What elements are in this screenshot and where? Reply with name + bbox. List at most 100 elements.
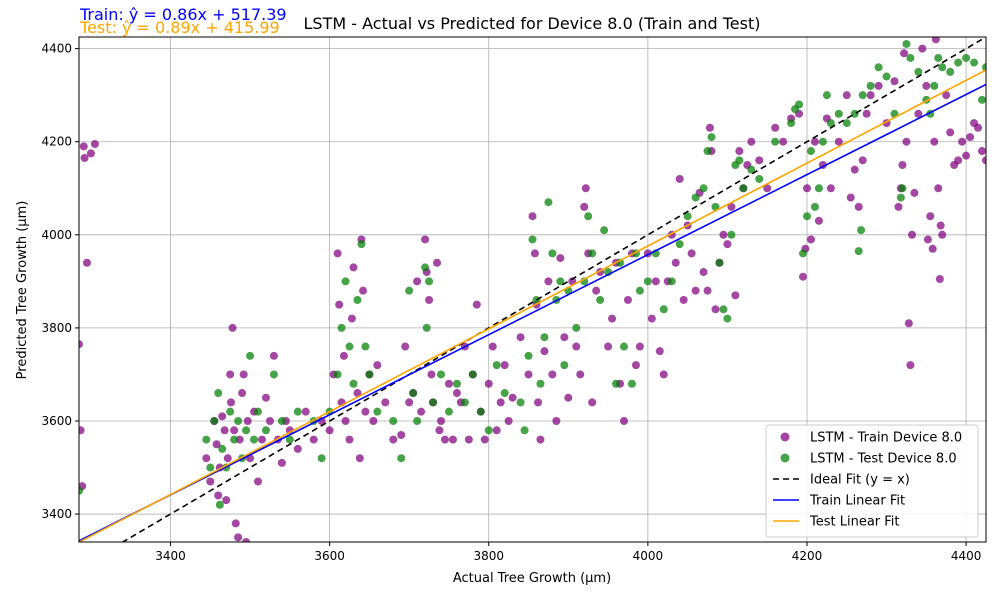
test-point	[962, 53, 971, 62]
train-point	[691, 286, 700, 295]
train-fit-line	[79, 83, 986, 542]
train-point	[926, 212, 935, 221]
train-point	[675, 174, 684, 183]
train-point	[427, 370, 436, 379]
train-point	[576, 370, 585, 379]
test-point	[806, 147, 815, 156]
train-point	[277, 458, 286, 467]
train-point	[934, 184, 943, 193]
x-axis-label: Actual Tree Growth (µm)	[453, 571, 611, 586]
y-tick-label: 3800	[41, 321, 72, 335]
train-point	[982, 156, 986, 165]
train-point	[908, 230, 917, 239]
train-point	[910, 188, 919, 197]
train-point	[659, 370, 668, 379]
train-point	[731, 291, 740, 300]
train-equation: Train: ŷ = 0.86x + 517.39	[79, 5, 287, 24]
train-point	[842, 91, 851, 100]
test-point	[269, 370, 278, 379]
test-point	[215, 500, 224, 509]
test-point	[857, 226, 866, 235]
test-point	[612, 379, 621, 388]
train-point	[226, 370, 235, 379]
train-point	[806, 235, 815, 244]
train-point	[335, 300, 344, 309]
x-tick-label: 3800	[473, 549, 504, 563]
train-point	[705, 123, 714, 132]
test-point	[397, 454, 406, 463]
test-point	[691, 193, 700, 202]
test-point	[699, 184, 708, 193]
test-point	[556, 277, 565, 286]
train-point	[257, 435, 266, 444]
train-point	[524, 370, 533, 379]
train-point	[82, 258, 91, 267]
test-point	[540, 333, 549, 342]
legend-entry: Train Linear Fit	[809, 494, 905, 509]
ideal-fit-line	[121, 37, 986, 542]
train-point	[369, 416, 378, 425]
test-point	[500, 389, 509, 398]
test-point	[802, 212, 811, 221]
train-point	[572, 342, 581, 351]
test-point	[715, 258, 724, 267]
train-point	[747, 137, 756, 146]
test-point	[854, 247, 863, 256]
test-point	[707, 133, 716, 142]
test-point	[588, 249, 597, 258]
train-point	[472, 300, 481, 309]
train-point	[433, 258, 442, 267]
x-tick-label: 4000	[633, 549, 664, 563]
train-point	[452, 389, 461, 398]
train-point	[779, 137, 788, 146]
test-point	[970, 58, 979, 67]
test-point	[349, 379, 358, 388]
test-fit-line	[79, 69, 986, 542]
train-point	[560, 333, 569, 342]
train-point	[355, 454, 364, 463]
fit-lines	[79, 37, 986, 542]
test-point	[747, 165, 756, 174]
test-point	[735, 156, 744, 165]
legend-marker	[780, 432, 790, 442]
train-point	[938, 230, 947, 239]
test-point	[246, 351, 255, 360]
train-point	[958, 137, 967, 146]
train-point	[325, 426, 334, 435]
test-point	[795, 100, 804, 109]
train-point	[900, 49, 909, 58]
train-point	[755, 156, 764, 165]
test-point	[727, 230, 736, 239]
train-point	[353, 389, 362, 398]
train-point	[942, 91, 951, 100]
train-point	[647, 314, 656, 323]
test-point	[285, 435, 294, 444]
train-point	[226, 398, 235, 407]
train-point	[802, 184, 811, 193]
test-point	[79, 486, 83, 495]
train-point	[966, 133, 975, 142]
test-point	[516, 398, 525, 407]
train-point	[679, 295, 688, 304]
train-point	[588, 398, 597, 407]
test-point	[250, 435, 259, 444]
y-tick-label: 4000	[41, 228, 72, 242]
test-point	[202, 435, 211, 444]
train-point	[894, 202, 903, 211]
train-point	[437, 416, 446, 425]
test-point	[226, 407, 235, 416]
train-point	[902, 137, 911, 146]
train-point	[687, 249, 696, 258]
train-point	[309, 435, 318, 444]
test-point	[938, 63, 947, 72]
test-point	[476, 407, 485, 416]
train-point	[417, 407, 426, 416]
test-point	[317, 454, 326, 463]
test-point	[214, 389, 223, 398]
train-point	[874, 81, 883, 90]
train-point	[703, 286, 712, 295]
test-point	[333, 370, 342, 379]
test-point	[230, 435, 239, 444]
test-point	[524, 351, 533, 360]
